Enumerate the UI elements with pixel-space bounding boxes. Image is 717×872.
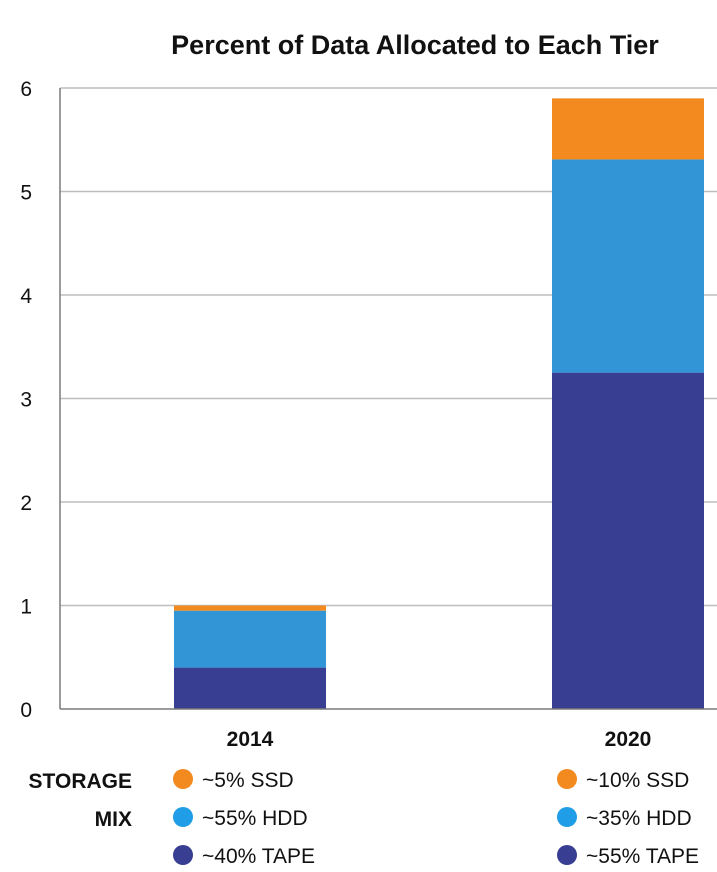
legend-label-2020-hdd: ~35% HDD [586, 807, 692, 830]
y-tick-label: 6 [20, 78, 32, 101]
legend-heading-storage: STORAGE [29, 770, 132, 793]
legend-label-2020-tape: ~55% TAPE [586, 845, 699, 868]
legend-group-2020: ~10% SSD ~35% HDD ~55% TAPE [557, 769, 699, 868]
legend-group-2014: ~5% SSD ~55% HDD ~40% TAPE [173, 769, 315, 868]
y-tick-label: 0 [20, 699, 32, 722]
y-tick-label: 2 [20, 492, 32, 515]
y-tick-label: 3 [20, 389, 32, 412]
bar-2014-ssd [174, 605, 326, 611]
bar-2020-hdd [552, 159, 704, 373]
legend-heading-mix: MIX [95, 808, 132, 831]
bar-2020-ssd [552, 98, 704, 160]
bars [174, 98, 704, 709]
legend-label-2014-tape: ~40% TAPE [202, 845, 315, 868]
x-tick-label-2020: 2020 [605, 728, 652, 751]
y-tick-label: 5 [20, 182, 32, 205]
y-tick-label: 1 [20, 596, 32, 619]
bar-2014-tape [174, 667, 326, 709]
x-tick-labels: 2014 2020 [227, 728, 652, 751]
legend-marker-2020-tape [557, 845, 577, 865]
bar-2014-hdd [174, 610, 326, 668]
legend-label-2020-ssd: ~10% SSD [586, 769, 689, 792]
legend-marker-2014-tape [173, 845, 193, 865]
x-tick-label-2014: 2014 [227, 728, 274, 751]
legend-marker-2020-hdd [557, 807, 577, 827]
y-tick-label: 4 [20, 285, 32, 308]
legend: STORAGE MIX ~5% SSD ~55% HDD ~40% TAPE ~… [29, 769, 699, 868]
legend-label-2014-hdd: ~55% HDD [202, 807, 308, 830]
y-tick-labels: 0 1 2 3 4 5 6 [20, 78, 32, 722]
legend-marker-2014-hdd [173, 807, 193, 827]
legend-label-2014-ssd: ~5% SSD [202, 769, 294, 792]
legend-marker-2020-ssd [557, 769, 577, 789]
legend-marker-2014-ssd [173, 769, 193, 789]
chart-title: Percent of Data Allocated to Each Tier [171, 30, 659, 60]
bar-2020-tape [552, 372, 704, 709]
